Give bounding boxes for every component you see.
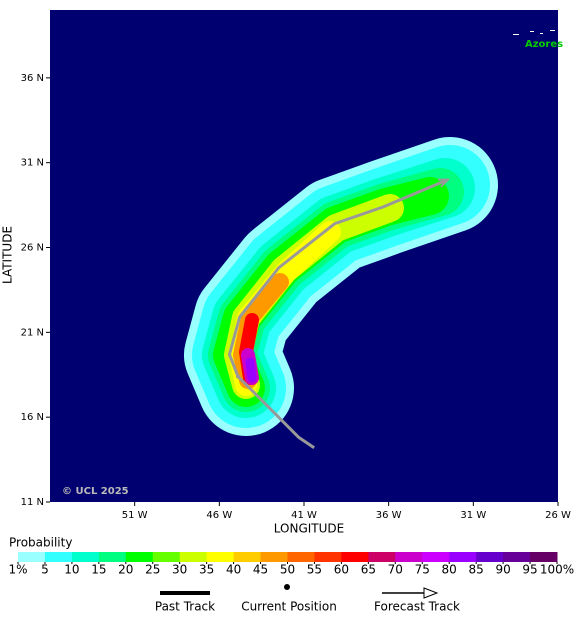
colorbar-bin [449,552,477,562]
colorbar-tick-label: 15 [91,563,106,577]
credit: © UCL 2025 [62,486,129,497]
forecast-track [227,178,449,377]
colorbar-title: Probability [9,536,72,550]
x-tick-label: 31 W [460,510,486,521]
colorbar-bin [314,552,342,562]
current-position [235,374,240,379]
y-tick-label: 31 N [21,158,44,169]
colorbar-bin [368,552,396,562]
colorbar-tick-label: 60 [334,563,349,577]
colorbar-tick-label: 90 [495,563,510,577]
colorbar-bin [179,552,208,562]
y-tick-label: 16 N [21,412,44,423]
x-tick-label: 41 W [291,510,317,521]
track-arrowhead [437,178,451,188]
legend-label: Forecast Track [374,600,460,614]
y-tick-label: 26 N [21,243,44,254]
colorbar-bin [260,552,288,562]
colorbar-bin [71,552,100,562]
colorbar-tick-label: 1% [8,563,27,577]
x-tick-label: 46 W [206,510,232,521]
colorbar-tick-label: 55 [307,563,322,577]
colorbar-bin [233,552,262,562]
legend-current-position [284,584,290,590]
colorbar-tick-label: 50 [280,563,295,577]
colorbar-bin [287,552,315,562]
colorbar-bin [476,552,504,562]
colorbar-tick-label: 5 [41,563,49,577]
colorbar-bin [395,552,423,562]
colorbar-tick-label: 40 [226,563,241,577]
colorbar-bin [44,552,73,562]
colorbar-bin [341,552,369,562]
colorbar-bin [206,552,235,562]
legend-arrow [423,587,439,599]
y-tick-label: 21 N [21,327,44,338]
past-track [236,375,315,449]
azores-islands [513,30,555,35]
colorbar-tick-label: 95 [522,563,537,577]
x-axis-label: LONGITUDE [274,522,344,536]
colorbar-tick-label: 100% [540,563,574,577]
colorbar-bin [18,552,46,562]
y-tick-label: 11 N [21,497,44,508]
colorbar-tick-label: 75 [415,563,430,577]
colorbar-tick-label: 35 [199,563,214,577]
x-tick-label: 36 W [376,510,402,521]
colorbar-tick-label: 70 [388,563,403,577]
colorbar-tick-label: 10 [64,563,79,577]
x-tick-label: 26 W [545,510,571,521]
colorbar-tick-label: 30 [172,563,187,577]
colorbar-bin [125,552,154,562]
colorbar-bin [530,552,558,562]
colorbar-tick-label: 85 [469,563,484,577]
colorbar-tick-label: 25 [145,563,160,577]
colorbar-bin [98,552,127,562]
colorbar-tick-label: 20 [118,563,133,577]
legend-label: Current Position [241,600,337,614]
colorbar-bin [503,552,531,562]
colorbar-tick-label: 80 [442,563,457,577]
colorbar-bin [422,552,450,562]
legend: Past Track Current Position Forecast Tra… [155,584,460,614]
place-label: Azores [525,39,563,50]
x-tick-label: 51 W [122,510,148,521]
y-axis-label: LATITUDE [1,226,15,284]
legend-label: Past Track [155,600,215,614]
y-tick-label: 36 N [21,73,44,84]
colorbar-bin [152,552,181,562]
colorbar-tick-label: 45 [253,563,268,577]
colorbar-tick-label: 65 [361,563,376,577]
